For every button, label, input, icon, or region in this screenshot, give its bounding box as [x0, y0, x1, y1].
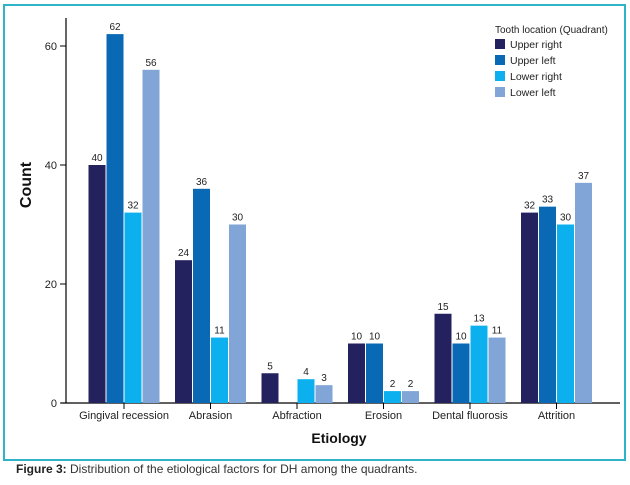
- axes: 0 20 40 60 Gingival recession Abrasion Abfract…: [45, 18, 620, 422]
- bar: [366, 343, 383, 403]
- bar: [261, 373, 279, 403]
- bar: [488, 337, 506, 403]
- bar: [193, 188, 210, 403]
- bar-value-label: 30: [560, 213, 572, 224]
- bar: [88, 165, 106, 403]
- x-tick-label: Abfraction: [272, 410, 322, 422]
- bar-value-label: 62: [109, 22, 121, 33]
- bar: [557, 224, 574, 403]
- x-axis-title: Etiology: [311, 430, 366, 446]
- legend-label: Upper left: [510, 55, 556, 67]
- figure-caption: Figure 3: Distribution of the etiologica…: [16, 462, 418, 476]
- caption-text: Distribution of the etiological factors …: [66, 462, 418, 476]
- bar: [470, 325, 488, 403]
- y-tick-label: 60: [45, 41, 57, 53]
- legend-label: Upper right: [510, 39, 562, 51]
- x-tick-label: Gingival recession: [79, 410, 169, 422]
- bar: [575, 182, 592, 403]
- bar-value-label: 37: [578, 171, 590, 182]
- bar-value-label: 30: [232, 213, 244, 224]
- bar-value-label: 13: [473, 314, 485, 325]
- bar: [124, 212, 142, 403]
- x-tick-label: Attrition: [538, 410, 575, 422]
- bar-value-label: 24: [178, 248, 190, 259]
- bar: [384, 391, 401, 403]
- bar-value-label: 2: [408, 379, 414, 390]
- bar-value-label: 32: [524, 201, 536, 212]
- bar: [297, 379, 315, 403]
- bar: [142, 69, 160, 404]
- bar-value-label: 3: [321, 373, 327, 384]
- bar-value-label: 32: [127, 201, 139, 212]
- legend: Tooth location (Quadrant) Upper right Upp…: [495, 25, 608, 99]
- legend-swatch: [495, 71, 505, 81]
- bar-value-label: 10: [369, 332, 381, 343]
- legend-swatch: [495, 55, 505, 65]
- legend-swatch: [495, 87, 505, 97]
- bar: [229, 224, 246, 403]
- bar-value-label: 56: [145, 58, 157, 69]
- bar: [521, 212, 538, 403]
- x-tick-label: Abrasion: [189, 410, 232, 422]
- bar: [434, 313, 452, 403]
- x-tick-label: Dental fluorosis: [432, 410, 508, 422]
- bar-value-label: 10: [455, 332, 467, 343]
- bar-value-label: 36: [196, 177, 208, 188]
- bar: [175, 260, 192, 403]
- x-tick-label: Erosion: [365, 410, 402, 422]
- bar-value-label: 11: [214, 326, 225, 337]
- legend-label: Lower right: [510, 71, 562, 83]
- bar: [402, 391, 419, 403]
- bar-labels: 40 62 32 56 24 36 11 30 5 4 3 10 10 2 2 15 10 13 11 32 33 30 3…: [91, 22, 589, 390]
- y-tick-label: 0: [51, 398, 57, 410]
- bar: [539, 206, 556, 403]
- bar-value-label: 40: [91, 153, 103, 164]
- y-tick-label: 20: [45, 279, 57, 291]
- bar-value-label: 15: [437, 302, 449, 313]
- bar: [211, 337, 228, 403]
- figure-frame: [3, 4, 626, 461]
- legend-title: Tooth location (Quadrant): [495, 25, 608, 36]
- bar: [106, 34, 124, 403]
- bar: [348, 343, 365, 403]
- legend-swatch: [495, 39, 505, 49]
- bar: [315, 385, 333, 403]
- bar-value-label: 10: [351, 332, 363, 343]
- y-axis-title: Count: [18, 161, 35, 208]
- y-tick-label: 40: [45, 160, 57, 172]
- bar-value-label: 5: [267, 361, 273, 372]
- bar-value-label: 4: [303, 367, 309, 378]
- bar-value-label: 33: [542, 195, 554, 206]
- bar-value-label: 11: [492, 326, 503, 337]
- bar-value-label: 2: [390, 379, 396, 390]
- caption-label: Figure 3:: [16, 462, 67, 476]
- bar: [452, 343, 470, 403]
- legend-label: Lower left: [510, 87, 556, 99]
- bars: [88, 34, 592, 404]
